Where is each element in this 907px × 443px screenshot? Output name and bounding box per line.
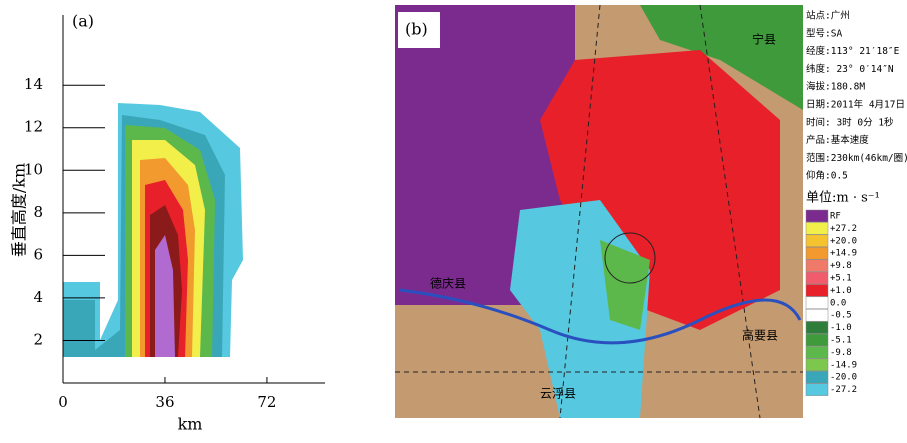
panel-label: (b) (405, 20, 428, 39)
x-tick-label: 72 (257, 393, 276, 411)
y-tick-label: 14 (24, 75, 43, 93)
y-tick-label: 6 (33, 245, 43, 263)
map (395, 5, 803, 418)
info-line: 时间: 3时 0分 1秒 (806, 116, 894, 128)
x-axis-label: km (178, 415, 203, 434)
storm-section (63, 103, 243, 357)
info-line: 产品:基本速度 (806, 134, 869, 146)
legend-swatch (806, 247, 828, 259)
legend-swatch (806, 260, 828, 272)
legend-label: -0.5 (830, 311, 852, 321)
legend-swatch (806, 384, 828, 396)
info-line: 经度:113° 21′18″E (806, 45, 900, 57)
place-name: 高要县 (742, 328, 778, 343)
place-name: 云浮县 (540, 387, 576, 401)
info-line: 日期:2011年 4月17日 (806, 99, 905, 111)
legend-label: +27.2 (830, 224, 857, 234)
legend-label: -14.9 (830, 360, 857, 370)
legend-swatch (806, 297, 828, 309)
y-tick-label: 4 (33, 288, 43, 306)
place-name: 德庆县 (430, 276, 466, 291)
legend-swatch (806, 346, 828, 358)
legend-label: -20.0 (830, 373, 857, 383)
info-line: 站点:广州 (806, 10, 850, 22)
y-axis-label: 垂直高度/km (10, 163, 29, 257)
y-tick-label: 8 (33, 203, 43, 221)
info-line: 海拔:180.8M (806, 81, 865, 93)
legend-label: RF (830, 212, 841, 222)
info-line: 型号:SA (806, 28, 842, 39)
legend-label: +1.0 (830, 286, 852, 296)
legend-swatch (806, 359, 828, 371)
legend-label: +20.0 (830, 236, 857, 246)
legend-swatch (806, 210, 828, 222)
legend-swatch (806, 309, 828, 321)
info-line: 仰角:0.5 (806, 170, 848, 182)
y-tick-label: 2 (33, 330, 43, 348)
legend-label: -27.2 (830, 385, 857, 395)
legend-label: +5.1 (830, 274, 852, 284)
panel-label: (a) (72, 12, 94, 31)
legend-label: -1.0 (830, 323, 852, 333)
legend-swatch (806, 334, 828, 346)
info-line: 范围:230km(46km/圈) (806, 152, 907, 164)
y-tick-label: 12 (24, 118, 43, 136)
legend-swatch (806, 371, 828, 383)
legend-label: +9.8 (830, 261, 852, 271)
info-line: 纬度: 23° 0′14″N (806, 63, 894, 75)
figure: 246810121403672(a)km垂直高度/km (b)宁县德庆县高要县云… (0, 0, 907, 439)
legend-swatch (806, 322, 828, 334)
legend-label: -5.1 (830, 336, 852, 346)
x-tick-label: 0 (58, 393, 68, 411)
legend-swatch (806, 272, 828, 284)
legend-label: +14.9 (830, 249, 857, 259)
legend-swatch (806, 284, 828, 296)
legend-label: -9.8 (830, 348, 852, 358)
place-name: 宁县 (752, 32, 776, 47)
legend-label: 0.0 (830, 298, 846, 308)
x-tick-label: 36 (155, 393, 174, 411)
legend-swatch (806, 235, 828, 247)
legend-swatch (806, 222, 828, 234)
unit-label: 单位:m · s⁻¹ (806, 191, 880, 206)
